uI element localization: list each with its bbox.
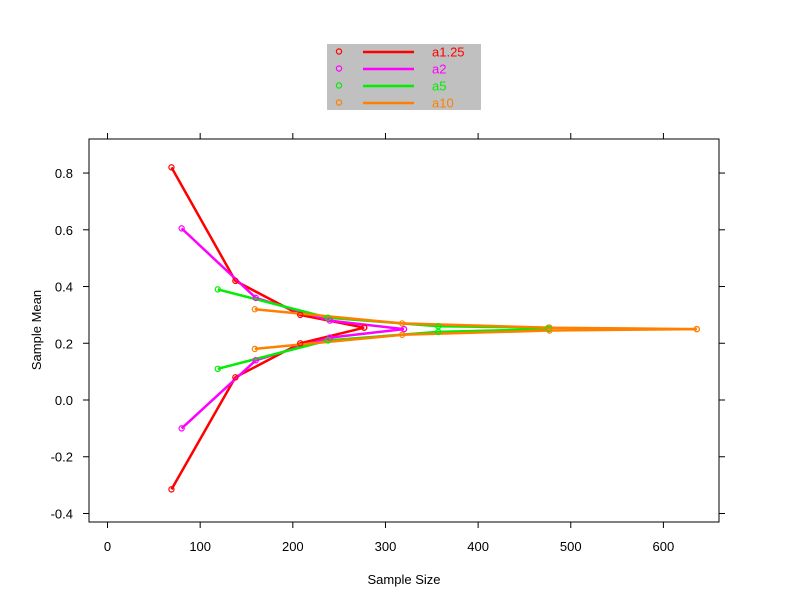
series-line-a5-lower <box>217 327 549 371</box>
x-tick-label: 100 <box>189 539 211 554</box>
series-line-a10-lower <box>254 327 697 351</box>
legend-label: a2 <box>432 62 446 77</box>
data-point-a5 <box>324 337 332 344</box>
data-point-a2 <box>252 294 259 302</box>
data-point-a10 <box>398 320 406 327</box>
legend-marker <box>335 99 343 106</box>
legend: a1.25 a2 a5 a10 <box>327 44 481 111</box>
data-point-a5 <box>324 314 332 321</box>
data-point-a10 <box>398 331 406 338</box>
x-tick-label: 0 <box>104 539 111 554</box>
y-tick-label: 0.4 <box>55 280 73 295</box>
x-tick-label: 600 <box>653 539 675 554</box>
data-point-a1-25 <box>232 277 239 285</box>
data-point-a2 <box>252 357 259 364</box>
legend-marker <box>335 48 343 55</box>
data-point-a10 <box>546 324 553 331</box>
data-point-a1-25 <box>360 324 368 331</box>
legend-label: a1.25 <box>432 45 465 60</box>
legend-marker <box>335 65 343 72</box>
data-point-a1-25 <box>297 340 304 347</box>
plot-frame <box>88 138 720 523</box>
y-tick-label: -0.2 <box>51 450 73 465</box>
data-point-a5 <box>435 328 442 336</box>
legend-label: a10 <box>432 96 454 111</box>
series-line-a1-25-lower <box>170 326 365 491</box>
data-point-a1-25 <box>297 311 304 319</box>
data-point-a1-25 <box>168 486 175 493</box>
series-line-a10-upper <box>254 307 697 331</box>
y-tick-label: 0.6 <box>55 223 73 238</box>
x-tick-label: 300 <box>375 539 397 554</box>
legend-background <box>327 44 481 110</box>
y-tick-label: 0.2 <box>55 336 73 351</box>
data-point-a2 <box>400 325 408 333</box>
y-tick-label: 0.8 <box>55 166 73 181</box>
data-point-a1-25 <box>168 164 175 171</box>
x-axis-label: Sample Size <box>368 572 441 587</box>
data-point-a10 <box>251 306 259 313</box>
x-tick-label: 200 <box>282 539 304 554</box>
legend-label: a5 <box>432 79 446 94</box>
x-tick-label: 400 <box>467 539 489 554</box>
data-point-a2 <box>178 225 185 232</box>
y-axis-label: Sample Mean <box>29 290 44 370</box>
data-point-a10 <box>251 345 259 353</box>
data-point-a1-25 <box>232 374 239 381</box>
data-point-a10 <box>693 325 700 333</box>
x-tick-label: 500 <box>560 539 582 554</box>
data-point-a2 <box>178 425 185 432</box>
legend-marker <box>335 82 343 89</box>
data-point-a10 <box>546 327 553 334</box>
y-tick-label: -0.4 <box>51 506 73 521</box>
data-point-a5 <box>214 365 221 372</box>
data-point-a5 <box>214 286 221 293</box>
y-tick-label: 0.0 <box>55 393 73 408</box>
